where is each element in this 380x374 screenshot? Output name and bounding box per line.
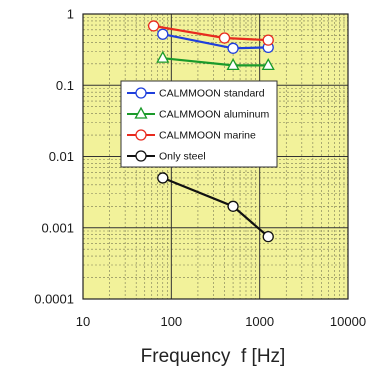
y-tick-label: 0.001 xyxy=(41,220,74,235)
data-point xyxy=(262,231,274,243)
data-point xyxy=(227,200,239,212)
y-tick-label: 0.1 xyxy=(56,78,74,93)
x-tick-label: 10 xyxy=(76,314,90,329)
data-point xyxy=(135,150,147,162)
legend-item: CALMMOON marine xyxy=(127,129,256,142)
data-point xyxy=(226,58,240,71)
data-point xyxy=(147,20,160,32)
legend-label: Only steel xyxy=(159,151,206,163)
y-tick-label: 1 xyxy=(67,7,74,22)
legend-box xyxy=(120,80,278,168)
data-point xyxy=(134,106,148,119)
legend-item: CALMMOON standard xyxy=(127,87,265,100)
x-tick-label: 100 xyxy=(160,314,182,329)
legend-label: CALMMOON standard xyxy=(159,88,265,100)
x-tick-label: 1000 xyxy=(245,314,274,329)
data-point xyxy=(227,42,239,54)
legend-item: Only steel xyxy=(127,150,206,163)
data-point xyxy=(157,172,169,184)
data-point xyxy=(261,58,275,71)
legend-label: CALMMOON aluminum xyxy=(159,109,270,121)
data-point xyxy=(157,28,169,40)
data-point xyxy=(262,34,274,46)
legend-label: CALMMOON marine xyxy=(159,130,256,142)
series-2 xyxy=(156,50,275,71)
series-3 xyxy=(147,20,274,46)
data-point xyxy=(135,129,147,141)
series-4 xyxy=(157,172,274,243)
data-point xyxy=(135,87,147,99)
data-point xyxy=(156,50,170,63)
x-axis-label: Frequency f [Hz] xyxy=(141,346,286,367)
legend: CALMMOON standard CALMMOON aluminum CALMMO… xyxy=(120,80,278,168)
data-point xyxy=(218,32,231,44)
plot-frame xyxy=(82,13,349,300)
y-tick-label: 0.0001 xyxy=(34,292,74,307)
legend-item: CALMMOON aluminum xyxy=(127,106,270,121)
y-tick-label: 0.01 xyxy=(49,149,74,164)
x-tick-label: 10000 xyxy=(330,314,366,329)
